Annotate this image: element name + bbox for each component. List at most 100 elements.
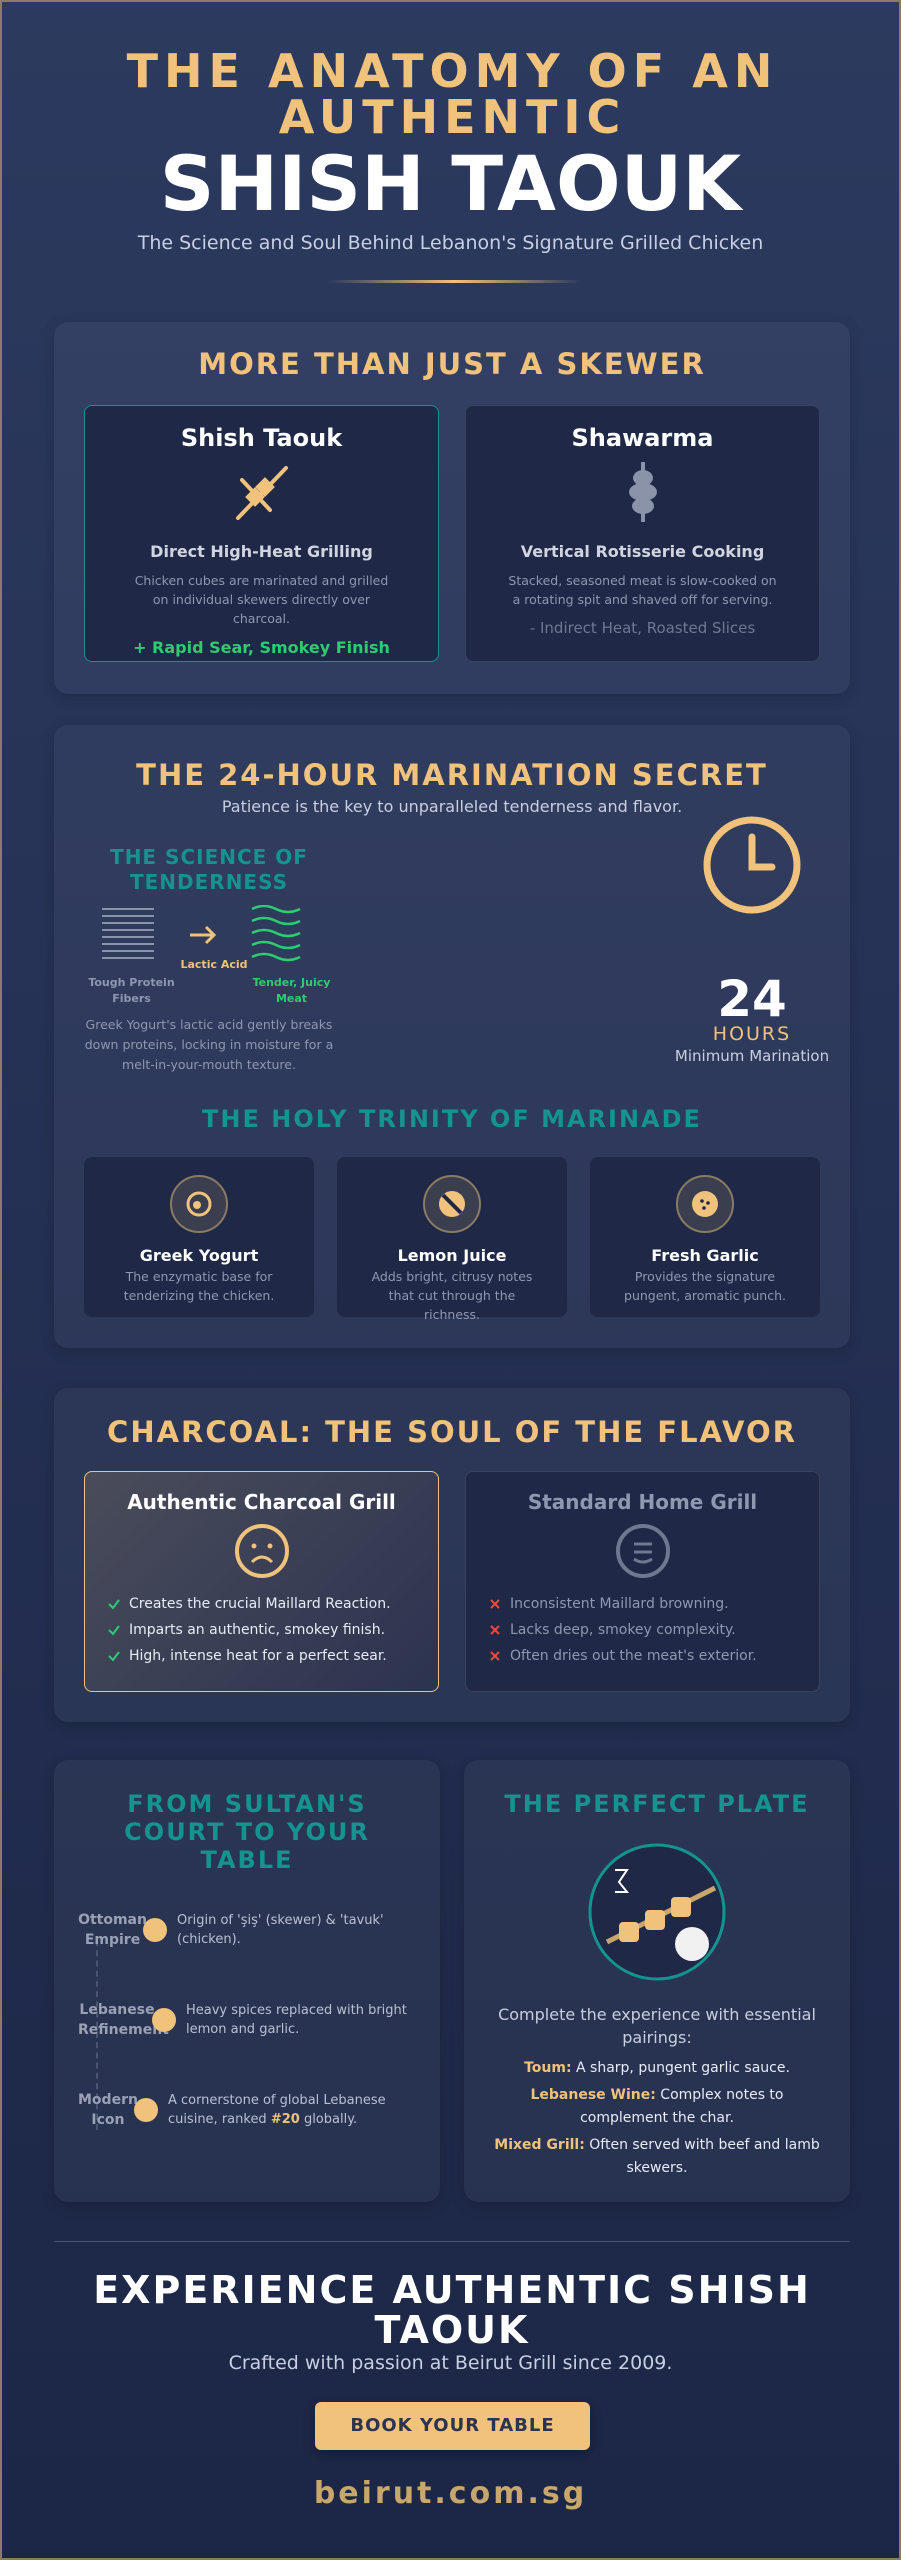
point-list: Creates the crucial Maillard Reaction. I… — [107, 1596, 438, 1664]
era: Ottoman Empire — [78, 1912, 147, 1948]
section-title: MORE THAN JUST A SKEWER — [198, 347, 706, 381]
point: Creates the crucial Maillard Reaction. — [107, 1596, 438, 1612]
plate-icon — [588, 1843, 726, 1981]
section-title: FROM SULTAN'S COURT TO YOUR TABLE — [124, 1790, 370, 1874]
pairing-text: Complex notes to complement the char. — [580, 2087, 784, 2126]
footer-url[interactable]: beirut.com.sg — [313, 2476, 588, 2511]
home-grill-icon — [615, 1524, 670, 1578]
card-description: Stacked, seasoned meat is slow-cooked on… — [508, 573, 777, 607]
timeline-dot — [133, 2098, 158, 2122]
clock-icon — [703, 816, 801, 914]
text: A cornerstone of global Lebanese cuisine… — [167, 2093, 386, 2127]
point-text: Imparts an authentic, smokey finish. — [129, 1622, 386, 1638]
timeline-line — [96, 1940, 98, 2130]
title-line1: THE ANATOMY OF AN AUTHENTIC — [126, 44, 779, 144]
era-text: Origin of 'şiş' (skewer) & 'tavuk' (chic… — [177, 1913, 384, 1947]
divider — [327, 280, 582, 283]
garlic-icon — [676, 1175, 734, 1233]
trinity-card: Fresh Garlic Provides the signature pung… — [590, 1157, 820, 1317]
skewer-icon — [235, 466, 288, 520]
card-verdict: + Rapid Sear, Smokey Finish — [133, 638, 390, 657]
footer-title: EXPERIENCE AUTHENTIC SHISH TAOUK — [93, 2268, 811, 2352]
point: Often dries out the meat's exterior. — [488, 1648, 819, 1664]
pairing-label: Lebanese Wine: — [530, 2087, 656, 2103]
divider — [54, 2241, 850, 2242]
science-label: Tender, Juicy Meat — [252, 976, 331, 1005]
cross-icon — [490, 1625, 500, 1635]
point-text: Often dries out the meat's exterior. — [510, 1648, 757, 1664]
timeline-item: Modern Icon A cornerstone of global Leban… — [78, 2090, 420, 2130]
point-text: Creates the crucial Maillard Reaction. — [129, 1596, 391, 1612]
pairing-label: Toum: — [524, 2060, 572, 2076]
science-title: THE SCIENCE OF TENDERNESS — [110, 845, 308, 894]
card-name: Authentic Charcoal Grill — [127, 1490, 396, 1514]
card-method: Vertical Rotisserie Cooking — [520, 542, 765, 561]
section-title: THE PERFECT PLATE — [504, 1790, 810, 1818]
clock-number: 24 — [717, 970, 787, 1028]
text: globally. — [299, 2112, 358, 2127]
yogurt-icon — [170, 1175, 228, 1233]
pairing-text: Often served with beef and lamb skewers. — [584, 2137, 820, 2176]
point: Inconsistent Maillard browning. — [488, 1596, 819, 1612]
trinity-description: Adds bright, citrusy notes that cut thro… — [371, 1269, 533, 1322]
charcoal-card: Standard Home Grill Inconsistent Maillar… — [465, 1471, 820, 1692]
era: Modern Icon — [78, 2092, 138, 2128]
pairing-text: A sharp, pungent garlic sauce. — [571, 2060, 790, 2076]
era-text: Heavy spices replaced with bright lemon … — [186, 2003, 407, 2037]
title-line2: SHISH TAOUK — [159, 139, 742, 228]
science-diagram — [102, 905, 301, 962]
pairing: Toum: A sharp, pungent garlic sauce. — [489, 2057, 825, 2080]
card-name: Standard Home Grill — [527, 1490, 758, 1514]
pairing: Mixed Grill: Often served with beef and … — [489, 2134, 825, 2180]
clock-unit: HOURS — [712, 1023, 792, 1045]
clock-caption: Minimum Marination — [674, 1047, 830, 1065]
era-text: A cornerstone of global Lebanese cuisine… — [168, 2091, 420, 2129]
trinity-card: Greek Yogurt The enzymatic base for tend… — [84, 1157, 314, 1317]
pairing-list: Toum: A sharp, pungent garlic sauce. Leb… — [489, 2057, 825, 2180]
plate-panel: THE PERFECT PLATE Complete the experienc… — [464, 1760, 850, 2202]
section-title: CHARCOAL: THE SOUL OF THE FLAVOR — [107, 1415, 797, 1449]
rotisserie-icon — [628, 462, 657, 522]
point-text: Lacks deep, smokey complexity. — [510, 1622, 736, 1638]
science-description: Greek Yogurt's lactic acid gently breaks… — [84, 1017, 334, 1072]
charcoal-card: Authentic Charcoal Grill Creates the cru… — [84, 1471, 439, 1692]
trinity-name: Fresh Garlic — [651, 1246, 759, 1265]
rank: #20 — [270, 2112, 300, 2127]
history-panel: FROM SULTAN'S COURT TO YOUR TABLE Ottoma… — [54, 1760, 440, 2202]
card-description: Chicken cubes are marinated and grilled … — [134, 573, 389, 626]
trinity-card: Lemon Juice Adds bright, citrusy notes t… — [337, 1157, 567, 1322]
science-label: Tough Protein Fibers — [88, 976, 175, 1005]
trinity-description: The enzymatic base for tenderizing the c… — [123, 1269, 275, 1303]
timeline-item: Lebanese Refinement Heavy spices replaced… — [78, 2000, 420, 2040]
check-icon — [108, 1599, 120, 1610]
trinity-name: Lemon Juice — [397, 1246, 507, 1265]
card-method: Direct High-Heat Grilling — [150, 542, 373, 561]
comparison-panel: MORE THAN JUST A SKEWER Shish Taouk Dire… — [54, 322, 850, 694]
card-verdict: - Indirect Heat, Roasted Slices — [529, 619, 756, 637]
science-label: Lactic Acid — [180, 958, 248, 971]
card-name: Shawarma — [571, 424, 714, 452]
point-text: High, intense heat for a perfect sear. — [129, 1648, 387, 1664]
cross-icon — [490, 1599, 500, 1609]
charcoal-icon — [234, 1524, 289, 1578]
timeline-dot — [143, 1918, 168, 1942]
footer-subtitle: Crafted with passion at Beirut Grill sin… — [228, 2352, 673, 2374]
point: High, intense heat for a perfect sear. — [107, 1648, 438, 1664]
point-text: Inconsistent Maillard browning. — [510, 1596, 729, 1612]
section-subtitle: Patience is the key to unparalleled tend… — [221, 797, 683, 816]
check-icon — [108, 1625, 120, 1636]
section-title: THE 24-HOUR MARINATION SECRET — [136, 758, 768, 792]
marination-panel: THE 24-HOUR MARINATION SECRET Patience i… — [54, 725, 850, 1348]
pairing-label: Mixed Grill: — [494, 2137, 585, 2153]
trinity-description: Provides the signature pungent, aromatic… — [624, 1269, 786, 1303]
timeline-item: Ottoman Empire Origin of 'şiş' (skewer) &… — [78, 1910, 420, 1950]
comparison-card: Shawarma Vertical Rotisserie Cooking Sta… — [465, 405, 820, 662]
check-icon — [108, 1651, 120, 1662]
era: Lebanese Refinement — [78, 2002, 169, 2038]
subtitle: The Science and Soul Behind Lebanon's Si… — [137, 232, 764, 254]
card-name: Shish Taouk — [180, 424, 343, 452]
plate-intro: Complete the experience with essential p… — [498, 2005, 816, 2047]
book-button[interactable]: BOOK YOUR TABLE — [315, 2402, 590, 2450]
